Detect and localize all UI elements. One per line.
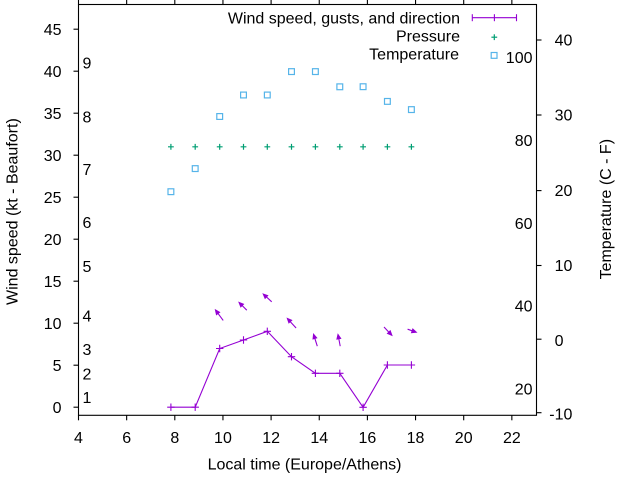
svg-text:2: 2 — [83, 366, 92, 383]
svg-text:6: 6 — [122, 430, 131, 447]
svg-text:3: 3 — [83, 342, 92, 359]
svg-text:30: 30 — [555, 108, 573, 125]
svg-text:1: 1 — [83, 390, 92, 407]
svg-text:40: 40 — [515, 299, 533, 316]
svg-text:8: 8 — [83, 110, 92, 127]
svg-text:18: 18 — [407, 430, 425, 447]
svg-text:100: 100 — [506, 50, 533, 67]
svg-text:10: 10 — [214, 430, 232, 447]
svg-text:12: 12 — [262, 430, 280, 447]
svg-text:4: 4 — [83, 309, 92, 326]
svg-text:20: 20 — [555, 183, 573, 200]
svg-text:-10: -10 — [549, 407, 572, 424]
svg-text:0: 0 — [555, 333, 564, 350]
svg-text:40: 40 — [555, 33, 573, 50]
svg-text:10: 10 — [44, 316, 62, 333]
svg-text:6: 6 — [83, 215, 92, 232]
svg-text:20: 20 — [515, 382, 533, 399]
svg-text:30: 30 — [44, 148, 62, 165]
svg-text:5: 5 — [53, 358, 62, 375]
svg-text:15: 15 — [44, 274, 62, 291]
svg-text:Local time (Europe/Athens): Local time (Europe/Athens) — [208, 457, 402, 474]
svg-text:35: 35 — [44, 106, 62, 123]
svg-text:45: 45 — [44, 22, 62, 39]
svg-text:40: 40 — [44, 64, 62, 81]
svg-text:20: 20 — [455, 430, 473, 447]
svg-text:Temperature: Temperature — [369, 47, 459, 64]
svg-text:Pressure: Pressure — [396, 28, 460, 45]
svg-text:Wind speed (kt - Beaufort): Wind speed (kt - Beaufort) — [5, 118, 22, 305]
svg-text:22: 22 — [503, 430, 521, 447]
svg-text:0: 0 — [53, 400, 62, 417]
svg-text:8: 8 — [170, 430, 179, 447]
svg-text:20: 20 — [44, 232, 62, 249]
svg-text:9: 9 — [83, 56, 92, 73]
svg-text:Temperature (C - F): Temperature (C - F) — [598, 139, 615, 279]
svg-text:80: 80 — [515, 133, 533, 150]
svg-text:60: 60 — [515, 216, 533, 233]
svg-text:Wind speed, gusts, and directi: Wind speed, gusts, and direction — [228, 10, 460, 27]
svg-text:7: 7 — [83, 162, 92, 179]
svg-text:10: 10 — [555, 258, 573, 275]
svg-text:5: 5 — [83, 259, 92, 276]
svg-text:25: 25 — [44, 190, 62, 207]
svg-text:16: 16 — [359, 430, 377, 447]
svg-text:14: 14 — [310, 430, 328, 447]
svg-text:4: 4 — [74, 430, 83, 447]
